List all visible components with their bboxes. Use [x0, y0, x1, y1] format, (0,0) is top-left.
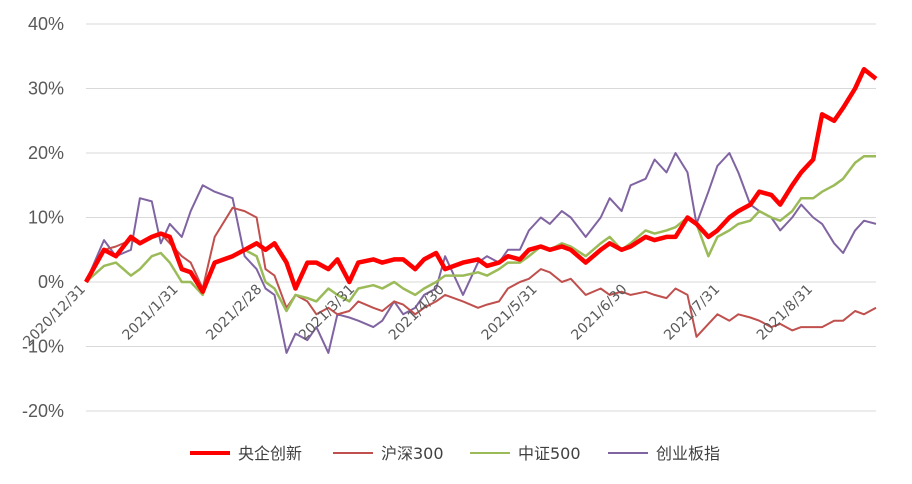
legend-label-zz500: 中证500 [518, 444, 581, 463]
x-tick-label: 2021/8/31 [754, 282, 816, 344]
legend-item-cyb: 创业板指 [608, 444, 720, 463]
series-line-3 [85, 152, 877, 354]
gridlines [86, 23, 876, 412]
x-tick-label: 2021/5/31 [479, 282, 541, 344]
legend-label-cyb: 创业板指 [656, 444, 720, 463]
y-tick-label: -10% [22, 337, 64, 357]
legend-item-yangqi: 央企创新 [190, 444, 302, 463]
y-tick-label: 20% [28, 143, 64, 163]
series-lines [84, 66, 878, 354]
x-tick-label: 2021/2/28 [203, 282, 265, 344]
series-line-1 [85, 206, 877, 338]
legend-item-hs300: 沪深300 [333, 444, 444, 463]
series-line-0 [84, 66, 878, 294]
legend-item-zz500: 中证500 [470, 444, 581, 463]
y-tick-label: 30% [28, 79, 64, 99]
y-axis-ticks: -20% -10% 0% 10% 20% 30% 40% [22, 14, 64, 421]
x-tick-label: 2021/6/30 [568, 282, 630, 344]
y-tick-label: -20% [22, 401, 64, 421]
x-tick-label: 2021/4/30 [386, 282, 448, 344]
legend: 央企创新 沪深300 中证500 创业板指 [190, 444, 720, 463]
x-tick-label: 2021/1/31 [120, 282, 182, 344]
y-tick-label: 10% [28, 208, 64, 228]
y-tick-label: 0% [38, 272, 64, 292]
legend-label-yangqi: 央企创新 [238, 444, 302, 463]
x-tick-label: 2021/7/31 [661, 282, 723, 344]
legend-label-hs300: 沪深300 [381, 444, 444, 463]
y-tick-label: 40% [28, 14, 64, 34]
